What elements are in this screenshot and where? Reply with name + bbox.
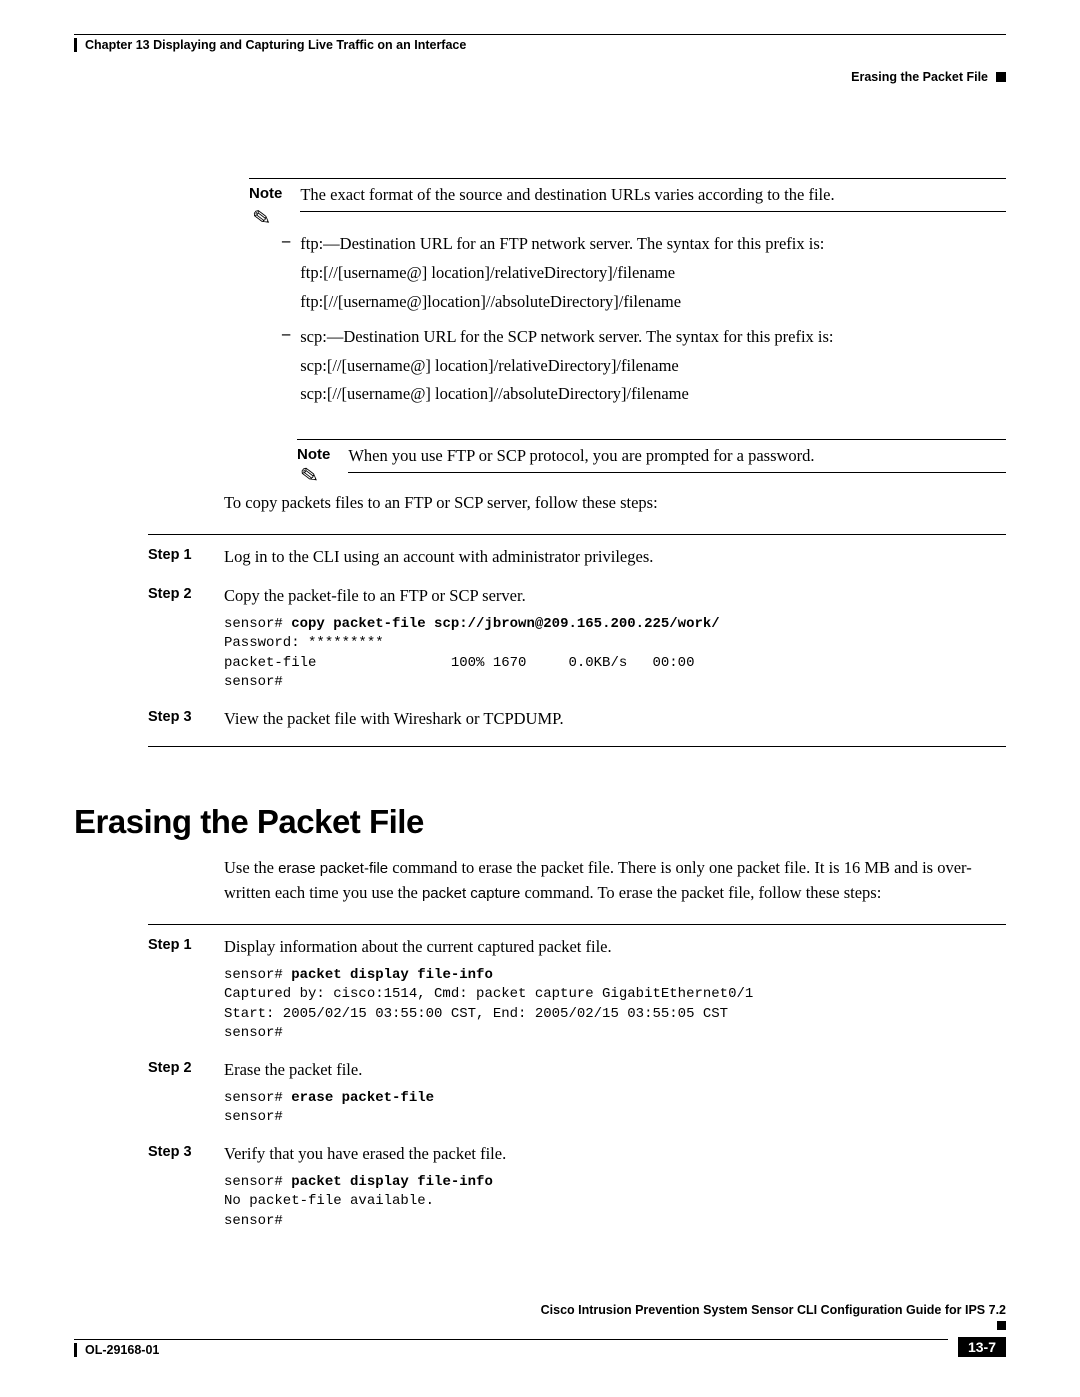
step-row: Step 3 Verify that you have erased the p… xyxy=(148,1142,1006,1232)
page-number-badge: 13-7 xyxy=(958,1337,1006,1357)
step-label: Step 1 xyxy=(148,547,204,570)
code-block: sensor# packet display file-info No pack… xyxy=(224,1173,1006,1232)
footer-doc-id: OL-29168-01 xyxy=(85,1343,159,1357)
step-body: Display information about the current ca… xyxy=(224,935,1006,960)
footer-marker-icon xyxy=(997,1321,1006,1330)
header-marker-icon xyxy=(996,72,1006,82)
page-footer: Cisco Intrusion Prevention System Sensor… xyxy=(74,1303,1006,1357)
step-row: Step 2 Erase the packet file. sensor# er… xyxy=(148,1058,1006,1128)
step-body: Log in to the CLI using an account with … xyxy=(224,545,1006,570)
ftp-syntax-1: ftp:[//[username@] location]/relativeDir… xyxy=(300,259,1006,288)
header-chapter: Chapter 13 Displaying and Capturing Live… xyxy=(85,38,466,52)
ftp-lead: ftp:—Destination URL for an FTP network … xyxy=(300,230,1006,259)
ftp-syntax-2: ftp:[//[username@]location]//absoluteDir… xyxy=(300,288,1006,317)
note-block: ✎ Note The exact format of the source an… xyxy=(249,154,1006,212)
footer-guide-title: Cisco Intrusion Prevention System Sensor… xyxy=(74,1303,1006,1317)
code-block: sensor# copy packet-file scp://jbrown@20… xyxy=(224,615,1006,693)
step-body: Verify that you have erased the packet f… xyxy=(224,1142,1006,1167)
step-label: Step 2 xyxy=(148,586,204,693)
step-row: Step 1 Log in to the CLI using an accoun… xyxy=(148,545,1006,570)
step-row: Step 1 Display information about the cur… xyxy=(148,935,1006,1044)
step-row: Step 2 Copy the packet-file to an FTP or… xyxy=(148,584,1006,693)
header-section: Erasing the Packet File xyxy=(851,70,988,84)
step-body: Copy the packet-file to an FTP or SCP se… xyxy=(224,584,1006,609)
pen-icon: ✎ xyxy=(251,101,1004,232)
intro-copy: To copy packets files to an FTP or SCP s… xyxy=(224,491,1006,516)
step-body: View the packet file with Wireshark or T… xyxy=(224,707,1006,732)
note-block: ✎ Note When you use FTP or SCP protocol,… xyxy=(297,415,1006,473)
note-label: Note xyxy=(249,185,282,202)
scp-syntax-1: scp:[//[username@] location]/relativeDir… xyxy=(300,352,1006,381)
footer-bar-icon xyxy=(74,1343,77,1357)
bullet-dash-icon: – xyxy=(282,231,290,317)
section-heading: Erasing the Packet File xyxy=(74,803,1006,841)
step-label: Step 1 xyxy=(148,937,204,1044)
step-label: Step 3 xyxy=(148,1144,204,1232)
scp-lead: scp:—Destination URL for the SCP network… xyxy=(300,323,1006,352)
step-label: Step 2 xyxy=(148,1060,204,1128)
code-block: sensor# erase packet-file sensor# xyxy=(224,1089,1006,1128)
step-body: Erase the packet file. xyxy=(224,1058,1006,1083)
code-block: sensor# packet display file-info Capture… xyxy=(224,966,1006,1044)
step-label: Step 3 xyxy=(148,709,204,732)
bullet-dash-icon: – xyxy=(282,324,290,410)
section-intro: Use the erase packet-file command to era… xyxy=(224,855,1006,906)
step-row: Step 3 View the packet file with Wiresha… xyxy=(148,707,1006,732)
